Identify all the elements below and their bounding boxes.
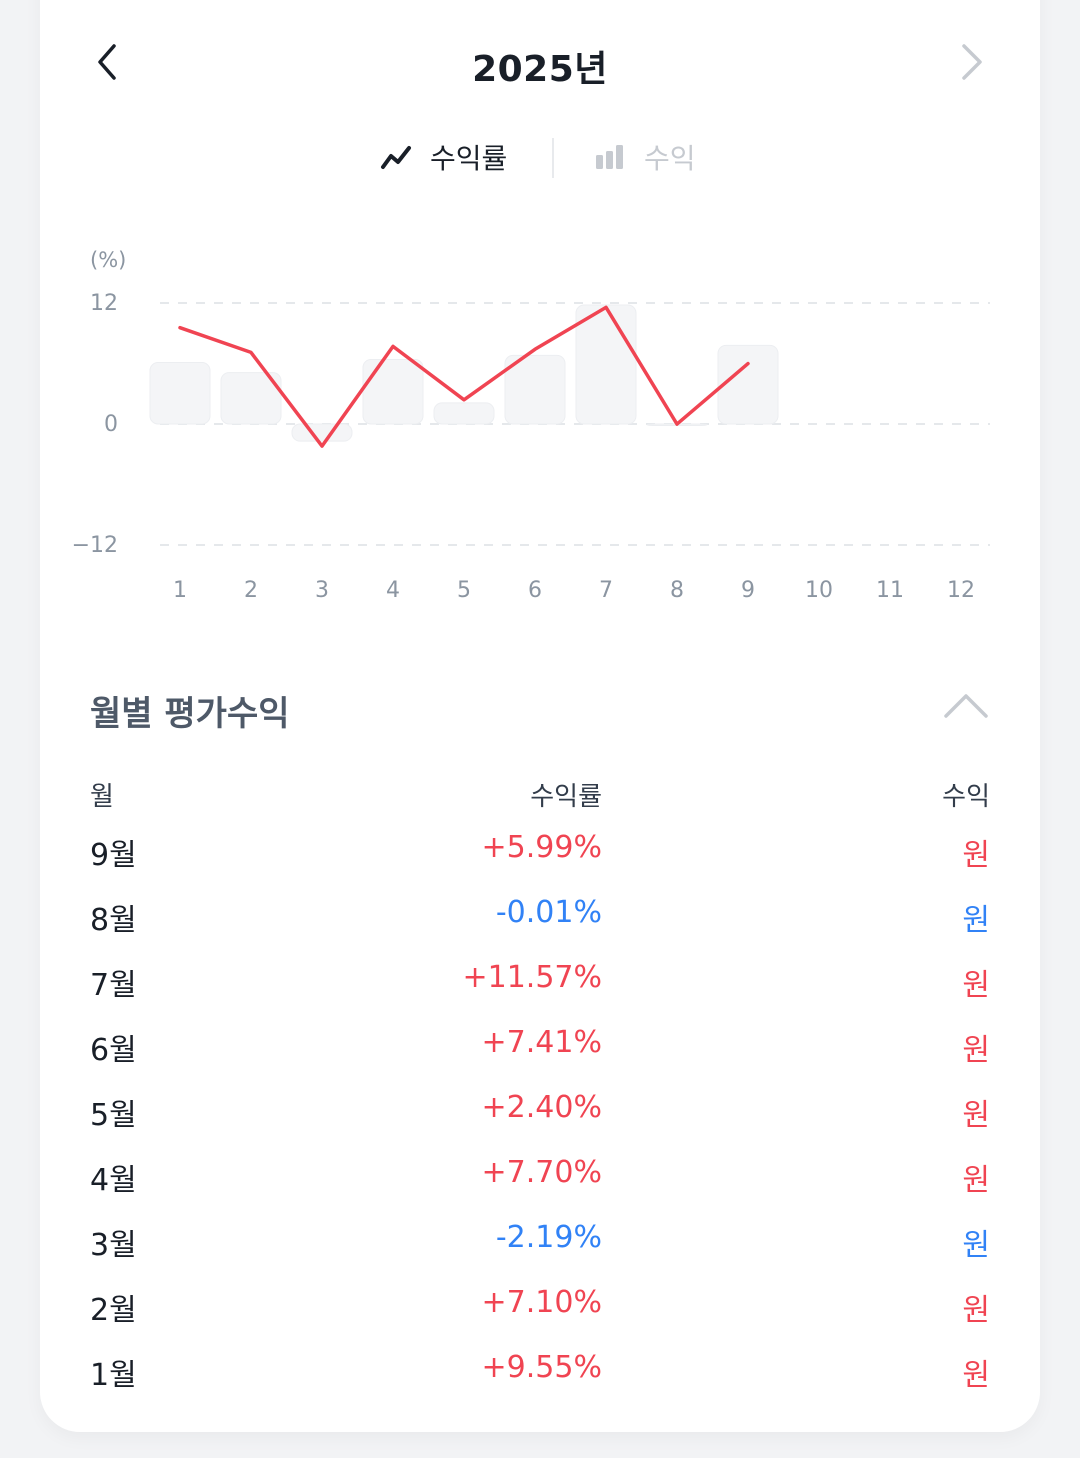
row-profit: 원 <box>962 968 990 1003</box>
row-rate: +7.70% <box>481 1155 602 1190</box>
row-rate: +7.10% <box>481 1285 602 1320</box>
row-month: 8월 <box>90 903 137 938</box>
x-tick-label: 10 <box>805 578 833 603</box>
row-month: 4월 <box>90 1163 137 1198</box>
table-row: 9월 +5.99% 원 <box>0 830 1080 890</box>
x-tick-label: 12 <box>947 578 975 603</box>
row-month: 7월 <box>90 968 137 1003</box>
row-month: 5월 <box>90 1098 137 1133</box>
column-header-month: 월 <box>90 782 114 812</box>
row-month: 2월 <box>90 1293 137 1328</box>
page-title: 2025년 <box>472 49 608 90</box>
line-chart-icon <box>381 146 411 169</box>
row-rate: +11.57% <box>462 960 602 995</box>
row-profit: 원 <box>962 1163 990 1198</box>
year-header: 2025년 <box>0 0 1080 130</box>
returns-card <box>40 0 1040 1432</box>
x-tick-label: 6 <box>528 578 542 603</box>
y-tick-label: 0 <box>104 412 118 437</box>
x-tick-label: 11 <box>876 578 904 603</box>
chart-bar <box>717 344 779 425</box>
chart-bar <box>433 402 495 425</box>
row-profit: 원 <box>962 1358 990 1393</box>
chart-type-toggle: 수익률 수익 <box>0 134 1080 182</box>
column-header-profit: 수익 <box>942 782 990 812</box>
toggle-divider <box>552 138 554 178</box>
column-header-rate: 수익률 <box>530 782 602 812</box>
table-row: 6월 +7.41% 원 <box>0 1025 1080 1085</box>
table-row: 3월 -2.19% 원 <box>0 1220 1080 1280</box>
table-row: 1월 +9.55% 원 <box>0 1350 1080 1410</box>
table-row: 7월 +11.57% 원 <box>0 960 1080 1020</box>
x-tick-label: 8 <box>670 578 684 603</box>
tab-profit[interactable]: 수익 <box>594 134 696 180</box>
x-tick-label: 3 <box>315 578 329 603</box>
x-tick-label: 2 <box>244 578 258 603</box>
row-profit: 원 <box>962 1228 990 1263</box>
chart-bar <box>504 354 566 425</box>
row-profit: 원 <box>962 1293 990 1328</box>
row-month: 3월 <box>90 1228 137 1263</box>
y-tick-label: −12 <box>72 533 118 558</box>
table-row: 2월 +7.10% 원 <box>0 1285 1080 1345</box>
return-rate-chart: (%) 1 2 3 4 5 6 7 8 9 10 11 12 120−12 <box>72 248 990 603</box>
row-month: 6월 <box>90 1033 137 1068</box>
previous-year-button[interactable] <box>86 40 130 84</box>
chart-bar <box>291 423 353 442</box>
row-month: 9월 <box>90 838 137 873</box>
y-tick-label: 12 <box>90 291 118 316</box>
tab-return-rate-label: 수익률 <box>430 142 508 175</box>
row-rate: +5.99% <box>481 830 602 865</box>
row-profit: 원 <box>962 1033 990 1068</box>
chart-bar <box>149 361 211 425</box>
y-axis-unit-label: (%) <box>90 248 126 272</box>
row-month: 1월 <box>90 1358 137 1393</box>
next-year-button[interactable] <box>950 40 994 84</box>
table-row: 4월 +7.70% 원 <box>0 1155 1080 1215</box>
x-tick-label: 4 <box>386 578 400 603</box>
row-rate: -0.01% <box>495 895 602 930</box>
chevron-up-icon <box>944 694 988 718</box>
tab-profit-label: 수익 <box>644 142 696 175</box>
row-rate: -2.19% <box>495 1220 602 1255</box>
table-row: 8월 -0.01% 원 <box>0 895 1080 955</box>
row-rate: +7.41% <box>481 1025 602 1060</box>
row-profit: 원 <box>962 838 990 873</box>
x-tick-label: 7 <box>599 578 613 603</box>
x-tick-label: 1 <box>173 578 187 603</box>
x-tick-label: 5 <box>457 578 471 603</box>
chart-bar <box>362 358 424 425</box>
bar-chart-icon <box>596 145 623 169</box>
row-rate: +9.55% <box>481 1350 602 1385</box>
x-tick-label: 9 <box>741 578 755 603</box>
section-title: 월별 평가수익 <box>90 694 290 734</box>
row-rate: +2.40% <box>481 1090 602 1125</box>
chevron-left-icon <box>98 44 116 80</box>
tab-return-rate[interactable]: 수익률 <box>380 134 507 180</box>
table-row: 5월 +2.40% 원 <box>0 1090 1080 1150</box>
row-profit: 원 <box>962 903 990 938</box>
chart-bar <box>575 304 637 425</box>
row-profit: 원 <box>962 1098 990 1133</box>
collapse-section-button[interactable] <box>942 690 990 722</box>
chart-bar <box>220 372 282 425</box>
chevron-right-icon <box>962 44 982 80</box>
